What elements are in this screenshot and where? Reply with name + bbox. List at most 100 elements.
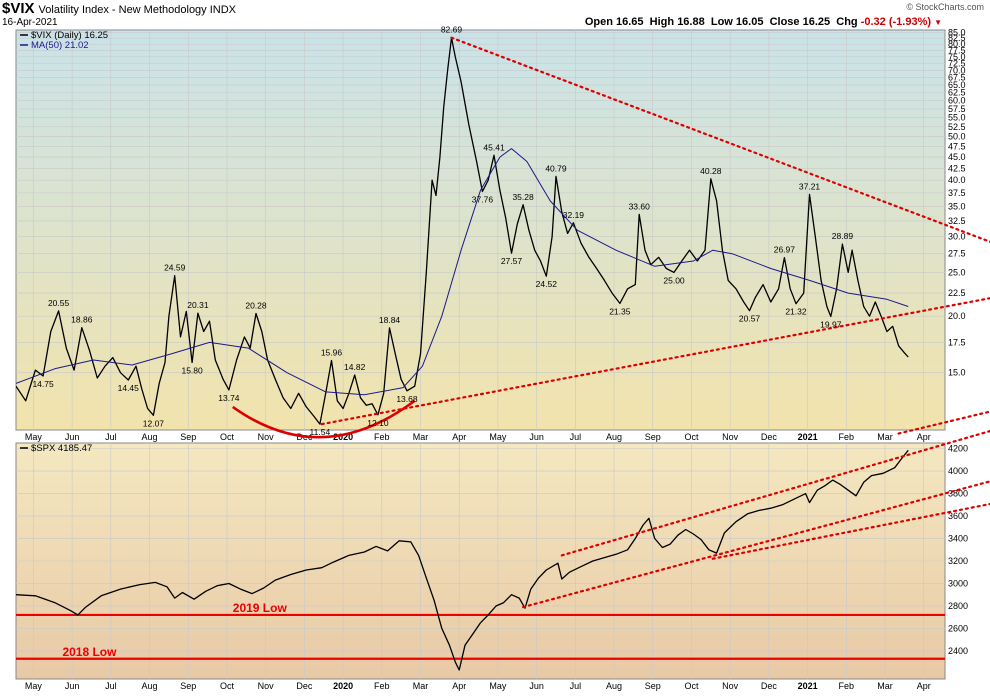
data-label: 18.84: [379, 315, 401, 325]
x-tick-label: Aug: [606, 432, 622, 442]
y-tick-label: 30.0: [948, 232, 966, 242]
y-tick-label: 50.0: [948, 131, 966, 141]
data-label: 15.80: [181, 365, 203, 375]
y-tick-label: 77.5: [948, 45, 966, 55]
bottom-plot-area: [16, 449, 945, 671]
x-tick-label: Aug: [142, 681, 158, 691]
x-tick-label: Mar: [877, 681, 893, 691]
data-label: 18.86: [71, 315, 93, 325]
data-label: 27.57: [501, 256, 523, 266]
data-label: 21.35: [609, 306, 631, 316]
data-label: 37.76: [472, 195, 494, 205]
data-label: 21.32: [785, 307, 807, 317]
high-label: High: [649, 16, 675, 28]
price-series-line: [16, 449, 909, 671]
data-label: 19.97: [820, 320, 842, 330]
x-tick-label: Dec: [761, 681, 778, 691]
chg-label: Chg: [836, 16, 858, 28]
x-tick-label: Nov: [258, 432, 275, 442]
low-label: Low: [710, 16, 733, 28]
x-tick-label: Oct: [220, 432, 235, 442]
watermark: © StockCharts.com: [906, 2, 984, 12]
data-label: 20.31: [187, 300, 209, 310]
data-label: 20.55: [48, 298, 70, 308]
x-tick-label: Jun: [529, 681, 544, 691]
x-tick-label: Sep: [645, 432, 661, 442]
x-tick-label: Sep: [645, 681, 661, 691]
data-label: 40.79: [545, 163, 567, 173]
legend-label: $SPX 4185.47: [31, 443, 92, 454]
x-tick-label: Jun: [65, 681, 80, 691]
x-tick-label: Oct: [220, 681, 235, 691]
data-label: 33.60: [629, 201, 651, 211]
x-tick-label: May: [25, 681, 43, 691]
x-tick-label: Apr: [917, 681, 931, 691]
open-label: Open: [584, 16, 613, 28]
x-tick-label: Jul: [105, 681, 117, 691]
x-tick-label: Feb: [839, 681, 855, 691]
x-tick-label: Jul: [105, 432, 117, 442]
data-label: 20.57: [739, 314, 761, 324]
y-tick-label: 15.0: [948, 368, 966, 378]
y-tick-label: 40.0: [948, 175, 966, 185]
x-tick-label: Nov: [722, 432, 739, 442]
y-tick-label: 22.5: [948, 288, 966, 298]
x-tick-label: Jun: [65, 432, 80, 442]
x-tick-label: Aug: [142, 432, 158, 442]
dotted-trendline: [450, 36, 990, 243]
symbol-ticker: $VIX: [2, 0, 35, 17]
ma50-series-line: [16, 148, 909, 396]
data-label: 12.10: [367, 418, 389, 428]
y-tick-label: 2600: [948, 623, 968, 633]
x-tick-label: Aug: [606, 681, 622, 691]
data-label: 28.89: [832, 231, 854, 241]
y-tick-label: 20.0: [948, 311, 966, 321]
x-tick-label: Feb: [374, 681, 390, 691]
support-line-label: 2018 Low: [62, 645, 117, 659]
data-label: 24.52: [536, 279, 558, 289]
x-tick-label: Mar: [413, 432, 429, 442]
y-tick-label: 67.5: [948, 73, 966, 83]
y-tick-label: 3600: [948, 511, 968, 521]
price-series-line: [16, 37, 909, 425]
x-tick-label: 2020: [333, 432, 353, 442]
y-tick-label: 27.5: [948, 249, 966, 259]
y-tick-label: 62.5: [948, 88, 966, 98]
y-tick-label: 35.0: [948, 201, 966, 211]
x-tick-label: Oct: [684, 432, 699, 442]
low-value: 16.05: [735, 16, 764, 28]
x-tick-label: May: [489, 432, 507, 442]
x-tick-label: Oct: [684, 681, 699, 691]
x-tick-label: May: [489, 681, 507, 691]
open-value: 16.65: [616, 16, 644, 28]
top-plot-background: [15, 29, 946, 431]
y-tick-label: 4200: [948, 444, 968, 454]
data-label: 82.69: [441, 25, 463, 35]
close-label: Close: [769, 16, 800, 28]
dotted-trendline: [521, 480, 990, 609]
rounded-bottom-arc: [232, 399, 416, 439]
x-tick-label: Jul: [570, 432, 582, 442]
legend-label: $VIX (Daily) 16.25: [31, 30, 108, 41]
data-label: 14.75: [32, 379, 54, 389]
x-tick-label: Feb: [374, 432, 390, 442]
y-tick-label: 42.5: [948, 163, 966, 173]
data-label: 12.07: [143, 418, 165, 428]
y-tick-label: 25.0: [948, 267, 966, 277]
y-tick-label: 45.0: [948, 152, 966, 162]
y-tick-label: 47.5: [948, 141, 966, 151]
x-tick-label: Apr: [452, 681, 466, 691]
y-tick-label: 32.5: [948, 216, 966, 226]
data-label: 40.28: [700, 166, 722, 176]
dotted-trendline: [897, 410, 990, 435]
y-tick-label: 3800: [948, 489, 968, 499]
data-label: 20.28: [245, 300, 267, 310]
y-tick-label: 2800: [948, 601, 968, 611]
legend-label: MA(50) 21.02: [31, 40, 89, 51]
symbol-name: Volatility Index - New Methodology INDX: [38, 4, 237, 16]
x-tick-label: Apr: [452, 432, 466, 442]
data-label: 24.59: [164, 263, 186, 273]
x-tick-label: Mar: [413, 681, 429, 691]
data-label: 14.82: [344, 362, 366, 372]
